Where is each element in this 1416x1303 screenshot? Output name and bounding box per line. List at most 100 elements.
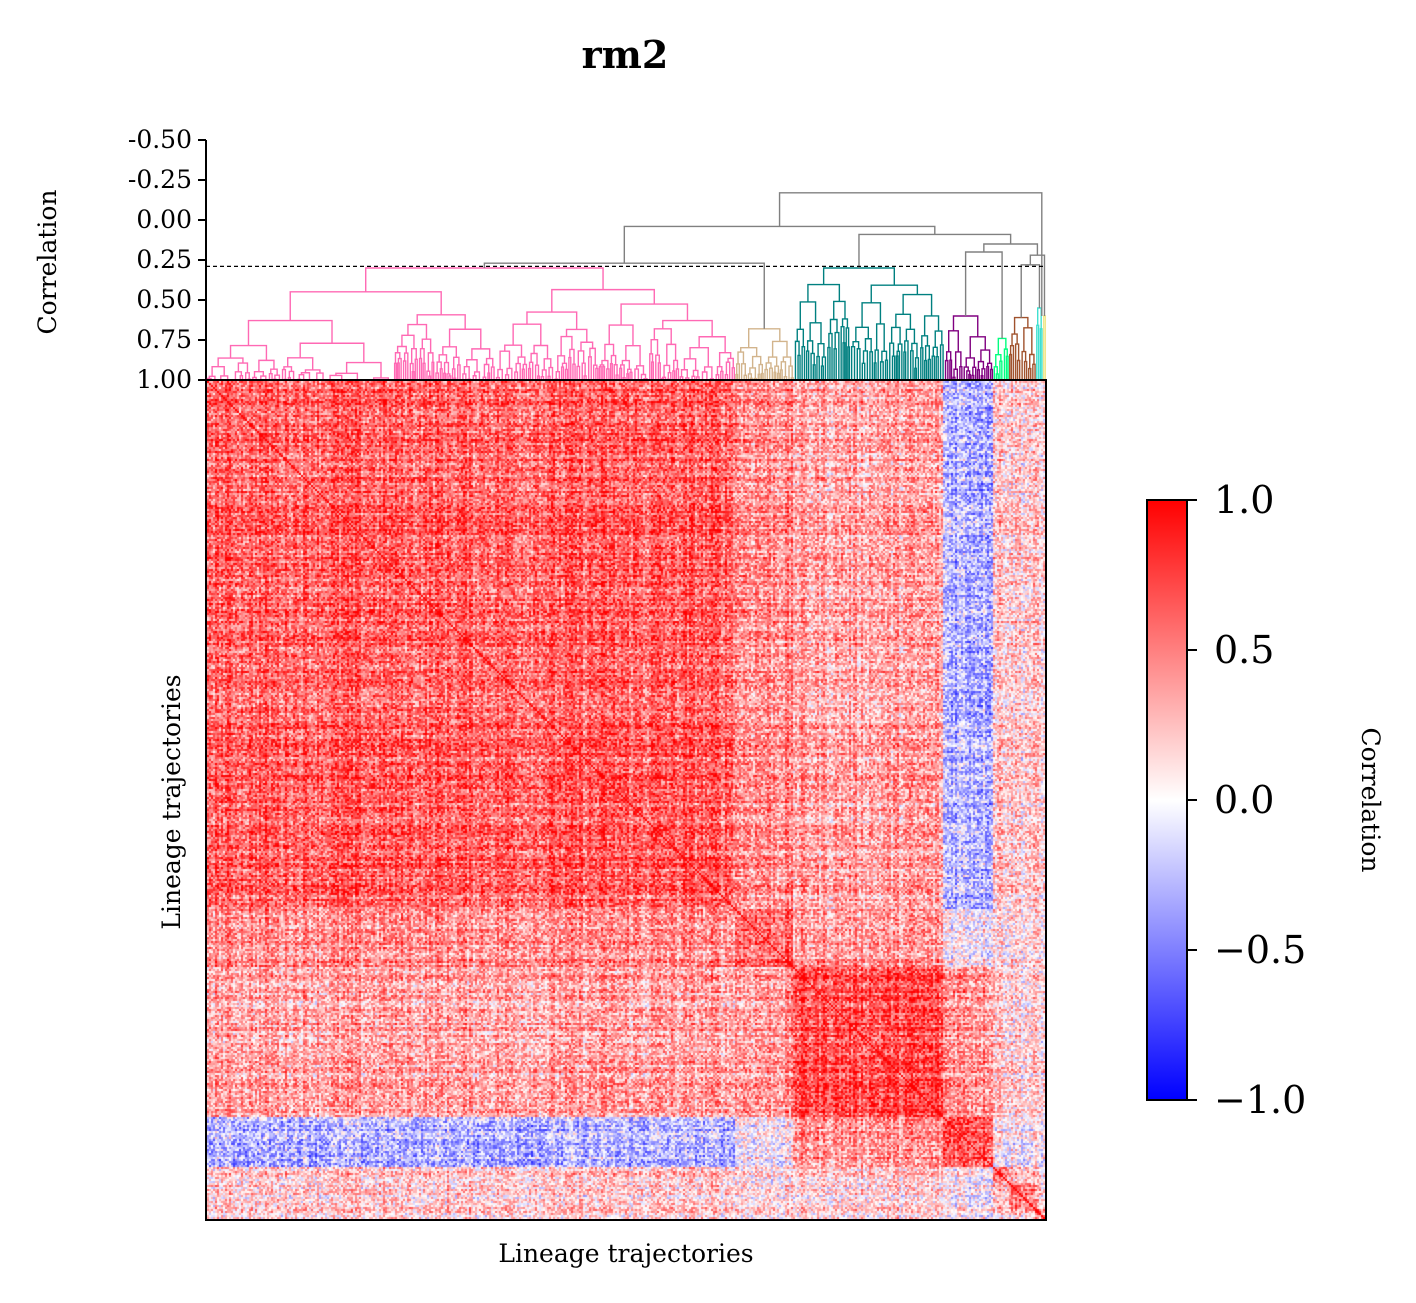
dendrogram-link	[764, 368, 769, 380]
dendrogram-link	[234, 371, 243, 381]
dendrogram-link	[703, 366, 713, 379]
dendrogram-link	[939, 344, 944, 380]
dendrogram-links	[206, 192, 1047, 401]
dendrogram-link	[466, 359, 478, 372]
dendrogram-link	[623, 225, 936, 264]
dendrogram-link	[909, 350, 914, 380]
dendrogram-link	[765, 362, 772, 370]
dendrogram-link	[972, 366, 977, 380]
dendrogram-link	[747, 373, 753, 380]
dendrogram-link	[536, 375, 541, 380]
dendrogram-link	[482, 376, 487, 380]
dendrogram-link	[895, 355, 899, 380]
dendrogram-link	[864, 338, 872, 352]
colorbar-ticks: 1.0 0.5 0.0 −0.5 −1.0	[1187, 478, 1306, 1122]
dendrogram-tick-label: 0.25	[136, 245, 192, 274]
dendrogram-link	[608, 324, 634, 346]
dendrogram-link	[817, 343, 825, 358]
dendrogram-link	[976, 369, 980, 380]
dendrogram-link	[833, 348, 837, 380]
dendrogram-link	[948, 330, 959, 352]
dendrogram-link	[911, 342, 918, 358]
dendrogram-link	[515, 362, 521, 380]
dendrogram-link	[442, 346, 458, 358]
dendrogram-link	[602, 365, 606, 380]
dendrogram-link	[980, 349, 991, 364]
dendrogram-link	[807, 283, 841, 302]
dendrogram-link	[1042, 315, 1047, 380]
dendrogram-link	[965, 357, 975, 368]
dendrogram-link	[903, 351, 907, 380]
dendrogram-link	[1016, 359, 1021, 380]
dendrogram-link	[568, 356, 572, 380]
dendrogram-link	[1009, 345, 1015, 380]
x-axis-label: Lineage trajectories	[498, 1239, 753, 1268]
dendrogram-link	[879, 361, 884, 380]
dendrogram-link	[411, 371, 415, 380]
dendrogram-link	[797, 354, 801, 380]
dendrogram-link	[463, 365, 470, 380]
dendrogram-link	[569, 348, 575, 365]
dendrogram-link	[952, 315, 979, 337]
dendrogram-link	[875, 323, 885, 352]
dendrogram-link	[526, 311, 578, 330]
dendrogram-link	[767, 356, 778, 367]
dendrogram-link	[583, 375, 587, 380]
dendrogram-link	[289, 291, 442, 321]
dendrogram-link	[490, 366, 495, 380]
colorbar-tick-label: −1.0	[1214, 1078, 1306, 1122]
dendrogram-link	[873, 362, 877, 380]
dendrogram-link	[1036, 324, 1040, 380]
dendrogram-link	[619, 367, 623, 380]
dendrogram-tick-label: -0.50	[128, 125, 192, 154]
dendrogram-tick-label: 0.75	[136, 325, 192, 354]
dendrogram-link	[595, 367, 599, 380]
dendrogram-link	[599, 364, 605, 367]
dendrogram-link	[935, 355, 939, 380]
dendrogram-link	[650, 339, 659, 356]
dendrogram-link	[629, 371, 633, 380]
heatmap	[205, 379, 1047, 1221]
dendrogram-link	[453, 356, 460, 369]
dendrogram-link	[737, 351, 745, 364]
dendrogram-link	[1039, 328, 1043, 380]
dendrogram-link	[923, 315, 940, 336]
dendrogram-link	[715, 374, 720, 380]
dendrogram-link	[847, 346, 851, 380]
dendrogram-link	[924, 359, 928, 380]
dendrogram-link	[422, 362, 426, 380]
dendrogram-link	[541, 369, 547, 380]
heatmap-canvas	[207, 381, 1045, 1219]
dendrogram-link	[576, 365, 581, 380]
dendrogram-link	[426, 370, 431, 380]
dendrogram-link	[701, 371, 708, 382]
dendrogram-link	[499, 350, 511, 370]
dendrogram-link	[394, 352, 401, 364]
dendrogram-link	[564, 368, 569, 380]
dendrogram-link	[768, 367, 773, 380]
dendrogram-link	[692, 369, 699, 377]
dendrogram-link	[517, 356, 526, 365]
dendrogram-link	[485, 357, 494, 368]
dendrogram-link	[237, 362, 249, 373]
dendrogram-link	[416, 314, 466, 330]
dendrogram-link	[1023, 360, 1028, 380]
dendrogram-link	[720, 370, 724, 380]
dendrogram-link	[421, 338, 432, 353]
dendrogram-link	[932, 346, 938, 357]
dendrogram-link	[945, 351, 952, 361]
dendrogram-link	[856, 348, 861, 380]
dendrogram-link	[799, 301, 817, 330]
dendrogram-link	[773, 371, 777, 380]
dendrogram-link	[428, 375, 432, 380]
chart-title: rm2	[582, 32, 669, 77]
dendrogram-link	[229, 344, 268, 361]
dendrogram-link	[551, 288, 655, 313]
dendrogram-link	[208, 375, 216, 381]
dendrogram-link	[696, 376, 700, 380]
dendrogram-link	[483, 363, 490, 378]
dendrogram-link	[822, 267, 896, 286]
dendrogram-link	[506, 367, 513, 381]
dendrogram-link	[514, 371, 519, 380]
